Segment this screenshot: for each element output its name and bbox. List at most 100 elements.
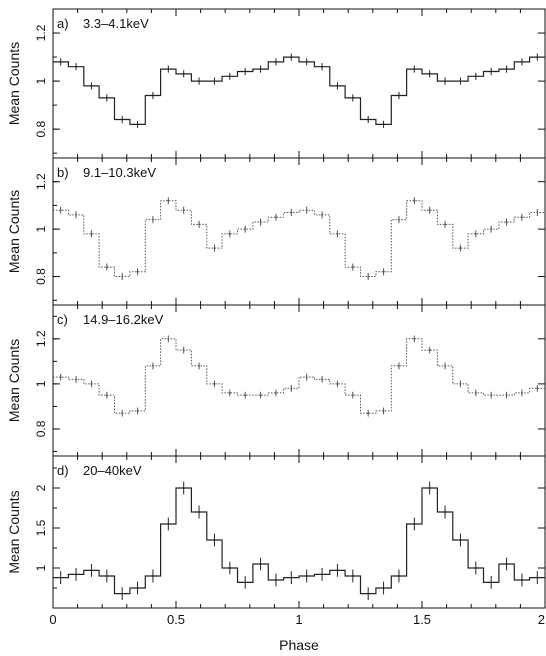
data-point — [121, 275, 124, 278]
panel-energy-band: 3.3–4.1keV — [83, 16, 149, 31]
data-point — [75, 65, 77, 68]
data-point — [536, 56, 539, 58]
panel-label: d) — [57, 463, 69, 478]
data-point — [275, 216, 277, 219]
data-point — [428, 349, 431, 351]
data-point — [198, 364, 200, 367]
data-point — [398, 575, 400, 577]
data-point — [259, 68, 262, 70]
data-point — [305, 209, 308, 212]
data-point — [367, 118, 370, 121]
data-point — [351, 394, 354, 397]
data-point — [105, 97, 108, 99]
data-point — [121, 118, 124, 121]
data-point — [75, 573, 77, 576]
panels-group: 0.8 1 1.2 Mean Counts a) 3.3–4.1keV 0.8 1 1.2 Mea… — [6, 8, 546, 609]
data-point — [275, 579, 277, 581]
data-point — [198, 80, 200, 82]
panel-energy-band: 14.9–16.2keV — [83, 312, 164, 327]
data-point — [167, 337, 170, 340]
y-axis-label: Mean Counts — [6, 42, 22, 125]
data-point — [213, 539, 216, 541]
data-point — [398, 218, 400, 221]
data-point — [259, 394, 262, 397]
data-point — [382, 587, 385, 589]
data-point — [336, 85, 339, 87]
data-point — [59, 209, 62, 212]
data-point — [290, 56, 293, 58]
data-point — [413, 68, 416, 70]
data-point — [90, 569, 93, 572]
data-point — [59, 376, 62, 379]
y-axis-label: Mean Counts — [6, 339, 22, 422]
data-point — [59, 60, 62, 63]
data-point — [136, 410, 139, 412]
x-tick-label: 1.5 — [413, 612, 431, 627]
data-point — [167, 199, 170, 202]
data-point — [75, 378, 77, 381]
data-point — [90, 382, 93, 385]
data-point — [244, 228, 247, 231]
data-point — [213, 382, 216, 385]
y-tick-label: 1 — [34, 77, 48, 84]
data-point — [367, 592, 370, 595]
data-point — [505, 563, 508, 565]
data-point — [505, 221, 508, 223]
panel-frame — [52, 157, 546, 306]
x-axis-title: Phase — [279, 637, 319, 653]
panel-label: b) — [57, 165, 69, 180]
data-point — [336, 232, 339, 235]
y-tick-label: 1 — [34, 225, 48, 232]
series-line — [53, 56, 545, 125]
data-point — [444, 223, 446, 226]
data-point — [105, 394, 108, 397]
data-point — [459, 382, 462, 385]
data-point — [305, 575, 308, 577]
data-point — [474, 232, 477, 235]
data-point — [167, 523, 170, 525]
data-point — [90, 85, 93, 87]
y-tick-label: 1.2 — [34, 330, 48, 347]
data-point — [521, 60, 523, 63]
data-point — [413, 523, 416, 525]
data-point — [428, 209, 431, 212]
data-point — [536, 387, 539, 390]
data-point — [490, 228, 493, 231]
y-tick-label: 2 — [34, 484, 48, 491]
data-point — [490, 70, 493, 73]
data-point — [521, 391, 523, 394]
data-point — [228, 232, 231, 235]
data-point — [321, 65, 323, 68]
data-point — [336, 569, 339, 572]
data-point — [105, 575, 108, 577]
series-line — [53, 487, 545, 595]
data-point — [290, 387, 293, 390]
panel-4: 1 1.5 2 Mean Counts d) 20–40keV — [6, 455, 546, 609]
y-tick-label: 0.8 — [34, 120, 48, 137]
data-point — [490, 581, 493, 584]
data-point — [351, 266, 354, 268]
data-point — [90, 232, 93, 235]
data-point — [398, 364, 400, 367]
data-point — [228, 75, 231, 78]
data-point — [505, 394, 508, 397]
panel-2: 0.8 1 1.2 Mean Counts b) 9.1–10.3keV — [6, 157, 546, 306]
x-tick-label: 1 — [295, 612, 302, 627]
series-line — [53, 200, 545, 277]
data-point — [259, 221, 262, 223]
data-point — [444, 511, 446, 513]
data-point — [213, 80, 216, 82]
shared-x-axis: 0 0.5 1 1.5 2 — [49, 612, 545, 627]
data-point — [321, 214, 323, 216]
data-point — [521, 216, 523, 219]
data-point — [259, 563, 262, 565]
data-point — [367, 275, 370, 278]
x-tick-label: 2 — [538, 612, 545, 627]
panel-label: a) — [57, 16, 69, 31]
data-point — [290, 576, 293, 579]
data-point — [505, 68, 508, 70]
data-point — [213, 247, 216, 249]
data-point — [136, 123, 139, 126]
data-point — [136, 270, 139, 273]
